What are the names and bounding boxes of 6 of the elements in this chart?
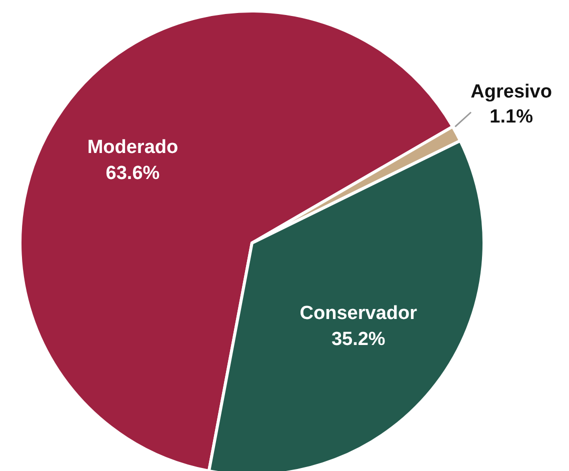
data-label: 1.1%: [490, 106, 534, 128]
data-label: 35.2%: [331, 328, 386, 350]
data-label: 63.6%: [106, 163, 160, 184]
slice-label: Conservador: [300, 302, 418, 324]
slice-label: Moderado: [87, 137, 178, 158]
slice-label: Agresivo: [470, 82, 552, 103]
